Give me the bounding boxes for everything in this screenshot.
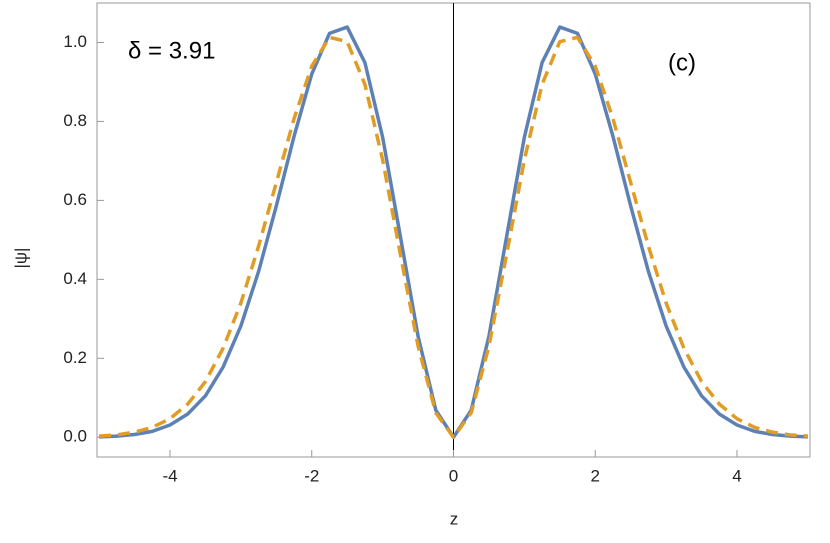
y-tick-label: 0.8 xyxy=(63,111,87,130)
y-tick-label: 1.0 xyxy=(63,32,87,51)
annotation: δ = 3.91 xyxy=(128,37,215,64)
y-tick-label: 0.4 xyxy=(63,269,87,288)
x-tick-label: 0 xyxy=(449,466,458,485)
annotation: (c) xyxy=(668,49,696,76)
y-tick-label: 0.0 xyxy=(63,427,87,446)
x-axis-label: z xyxy=(450,509,459,528)
x-tick-label: -2 xyxy=(304,466,319,485)
x-tick-label: 2 xyxy=(591,466,600,485)
series-line xyxy=(99,35,808,440)
y-axis-label: |ψ| xyxy=(11,248,30,269)
y-tick-label: 0.2 xyxy=(63,348,87,367)
y-tick-label: 0.6 xyxy=(63,190,87,209)
x-tick-label: 4 xyxy=(732,466,741,485)
x-tick-label: -4 xyxy=(162,466,177,485)
